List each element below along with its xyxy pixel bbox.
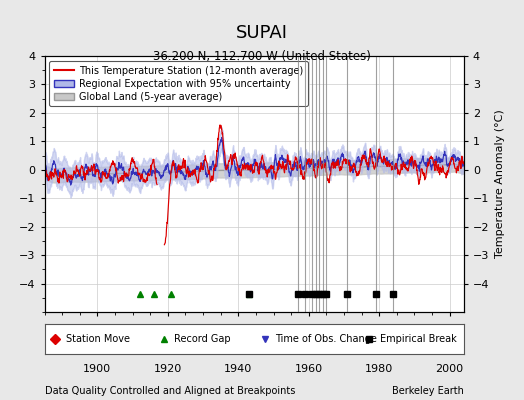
Text: 36.200 N, 112.700 W (United States): 36.200 N, 112.700 W (United States)	[153, 50, 371, 63]
Text: Berkeley Earth: Berkeley Earth	[392, 386, 464, 396]
Text: Record Gap: Record Gap	[174, 334, 231, 344]
Text: Empirical Break: Empirical Break	[380, 334, 456, 344]
Text: 1900: 1900	[83, 364, 112, 374]
Text: 1940: 1940	[224, 364, 253, 374]
Text: 1960: 1960	[294, 364, 323, 374]
Text: 1980: 1980	[365, 364, 394, 374]
Y-axis label: Temperature Anomaly (°C): Temperature Anomaly (°C)	[495, 110, 505, 258]
Text: SUPAI: SUPAI	[236, 24, 288, 42]
Legend: This Temperature Station (12-month average), Regional Expectation with 95% uncer: This Temperature Station (12-month avera…	[49, 61, 308, 106]
Text: 2000: 2000	[435, 364, 464, 374]
Text: Station Move: Station Move	[66, 334, 129, 344]
Text: 1920: 1920	[154, 364, 182, 374]
Text: Data Quality Controlled and Aligned at Breakpoints: Data Quality Controlled and Aligned at B…	[45, 386, 295, 396]
Text: Time of Obs. Change: Time of Obs. Change	[275, 334, 377, 344]
